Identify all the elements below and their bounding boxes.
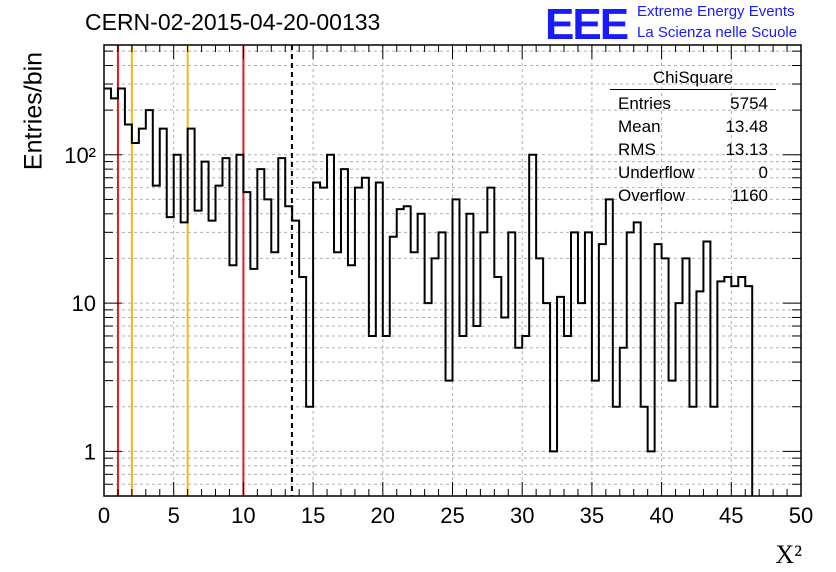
x-tick-label: 5 <box>168 503 180 528</box>
x-tick-label: 20 <box>371 503 395 528</box>
y-tick-labels: 1 10 10² <box>64 143 96 465</box>
stats-row-underflow: Underflow 0 <box>610 161 776 184</box>
y-tick-label: 10² <box>64 143 96 168</box>
stats-value: 5754 <box>730 94 768 113</box>
x-tick-label: 40 <box>649 503 673 528</box>
stats-value: 0 <box>758 163 768 182</box>
stats-label: RMS <box>618 140 656 159</box>
x-tick-label: 10 <box>231 503 255 528</box>
stats-value: 1160 <box>731 186 768 205</box>
stats-title: ChiSquare <box>610 68 776 90</box>
axis-ticks <box>103 45 802 497</box>
y-tick-label: 1 <box>84 439 96 464</box>
x-tick-labels: 0 5 10 15 20 25 30 35 40 45 50 <box>98 503 813 528</box>
x-tick-label: 50 <box>789 503 813 528</box>
x-tick-label: 45 <box>719 503 743 528</box>
x-tick-label: 30 <box>510 503 534 528</box>
org-name-line2: La Scienza nelle Scuole <box>637 24 798 41</box>
chart-title: CERN-02-2015-04-20-00133 <box>85 9 381 35</box>
org-name-line1: Extreme Energy Events <box>637 3 795 20</box>
stats-label: Underflow <box>618 163 695 182</box>
stats-row-overflow: Overflow 1160 <box>610 184 776 207</box>
y-axis-label: Entries/bin <box>19 51 48 171</box>
x-tick-label: 25 <box>440 503 464 528</box>
x-tick-label: 35 <box>580 503 604 528</box>
stats-row-entries: Entries 5754 <box>610 92 776 115</box>
x-axis-label: X² <box>775 540 802 569</box>
stats-label: Entries <box>618 94 671 113</box>
histogram-bars <box>104 87 754 496</box>
stats-label: Mean <box>618 117 661 136</box>
stats-label: Overflow <box>618 186 686 205</box>
stats-value: 13.13 <box>725 140 768 159</box>
y-tick-label: 10 <box>72 291 96 316</box>
stats-value: 13.48 <box>725 117 768 136</box>
eee-logo: EEE <box>545 0 629 49</box>
x-tick-label: 0 <box>98 503 110 528</box>
stats-row-rms: RMS 13.13 <box>610 138 776 161</box>
stats-row-mean: Mean 13.48 <box>610 115 776 138</box>
reference-lines <box>116 45 293 496</box>
stats-box: ChiSquare Entries 5754 Mean 13.48 RMS 13… <box>610 68 776 207</box>
x-tick-label: 15 <box>301 503 325 528</box>
